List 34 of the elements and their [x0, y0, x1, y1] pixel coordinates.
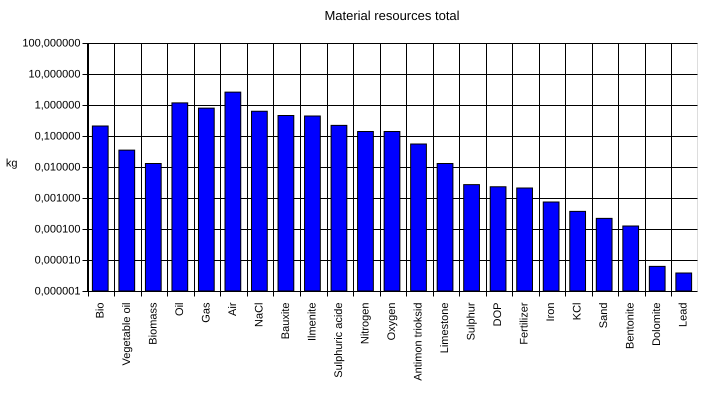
x-tick-label: Nitrogen: [359, 302, 372, 344]
x-tick-label: Gas: [200, 302, 212, 323]
x-tick-label: Ilmenite: [306, 302, 318, 342]
y-tick-label: 0,100000: [34, 130, 80, 142]
x-tick-label: Sand: [598, 302, 610, 328]
x-tick-label: Oxygen: [386, 302, 398, 340]
y-tick-label: 10,000000: [28, 68, 80, 80]
y-tick-label: 100,000000: [22, 38, 80, 50]
x-tick-label: Bauxite: [280, 302, 292, 340]
x-tick-label: Air: [226, 302, 239, 316]
x-tick-label: Lead: [678, 302, 690, 327]
y-tick-label: 0,010000: [34, 162, 80, 174]
x-tick-label: Antimon trioksid: [412, 302, 425, 381]
chart-title: Material resources total: [324, 8, 460, 23]
x-tick-label: Dolomite: [651, 302, 664, 346]
x-tick-label: DOP: [492, 302, 504, 326]
x-tick-label: Bentonite: [624, 302, 637, 349]
y-tick-label: 0,000010: [34, 254, 80, 266]
x-tick-label: Sulphuric acide: [332, 302, 345, 378]
x-tick-label: Oil: [174, 302, 186, 316]
x-tick-label: Iron: [545, 302, 558, 322]
x-tick-label: Fertilizer: [518, 302, 531, 345]
x-tick-label: NaCl: [253, 302, 266, 327]
y-axis-title: kg: [6, 158, 18, 170]
y-tick-label: 0,000001: [34, 286, 80, 298]
x-tick-label: Biomass: [147, 302, 160, 345]
x-tick-label: Bio: [94, 302, 106, 318]
x-tick-label: Vegetable oil: [120, 302, 133, 366]
x-tick-label: Sulphur: [466, 302, 478, 340]
y-tick-label: 0,000100: [34, 224, 80, 236]
y-tick-label: 1,000000: [34, 100, 80, 112]
y-tick-label: 0,001000: [34, 192, 80, 204]
x-tick-label: Limestone: [439, 302, 452, 354]
x-tick-label: KCl: [572, 302, 584, 320]
